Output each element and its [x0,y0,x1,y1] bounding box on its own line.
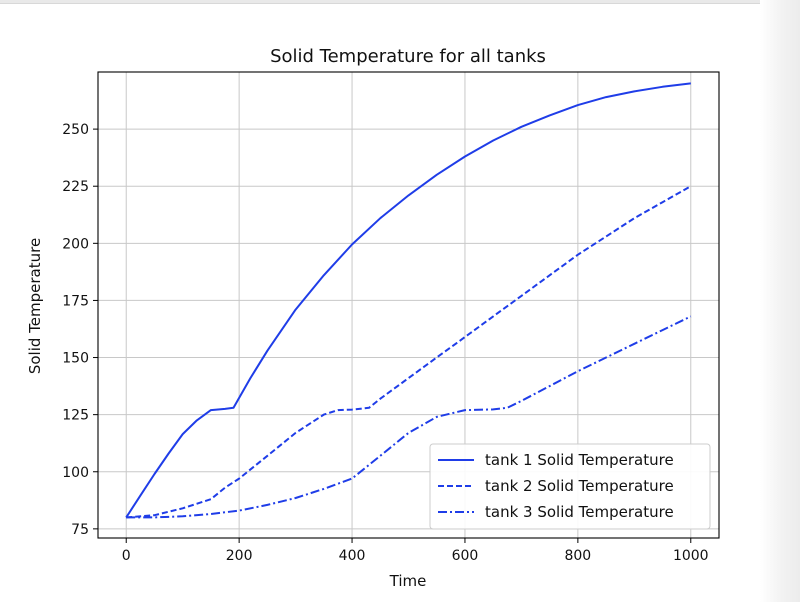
side-panel-edge [760,0,800,602]
y-tick-label: 200 [62,236,89,252]
legend-label-tank-3: tank 3 Solid Temperature [485,503,674,521]
x-tick-label: 0 [122,548,131,564]
series-lines [125,82,692,519]
x-tick-label: 200 [226,548,253,564]
series-line-tank-1 [125,82,691,518]
series-line-tank-2 [126,185,692,519]
plot-frame [97,71,720,539]
y-tick-label: 225 [62,179,89,195]
legend-box [429,443,711,530]
y-tick-label: 175 [62,293,89,309]
x-tick-label: 1000 [673,548,709,564]
y-axis-label: Solid Temperature [26,238,44,374]
y-tick-label: 150 [62,351,89,367]
x-tick-label: 600 [452,548,479,564]
y-tick-label: 250 [62,122,89,138]
y-tick-label: 75 [71,522,89,538]
axis-ticks: 0 200 400 600 800 1000 75 100 125 150 175 200 225 250 [62,122,708,564]
legend-label-tank-1: tank 1 Solid Temperature [485,451,674,469]
legend-label-tank-2: tank 2 Solid Temperature [485,477,674,495]
y-tick-label: 125 [62,408,89,424]
x-axis-label: Time [389,572,427,590]
y-tick-label: 100 [62,465,89,481]
series-line-tank-3 [126,315,692,519]
x-tick-label: 800 [564,548,591,564]
legend: tank 1 Solid Temperature tank 2 Solid Tem… [429,443,711,530]
x-tick-label: 400 [339,548,366,564]
window-top-bar [0,0,800,4]
chart-title: Solid Temperature for all tanks [270,46,546,67]
grid [98,72,719,538]
